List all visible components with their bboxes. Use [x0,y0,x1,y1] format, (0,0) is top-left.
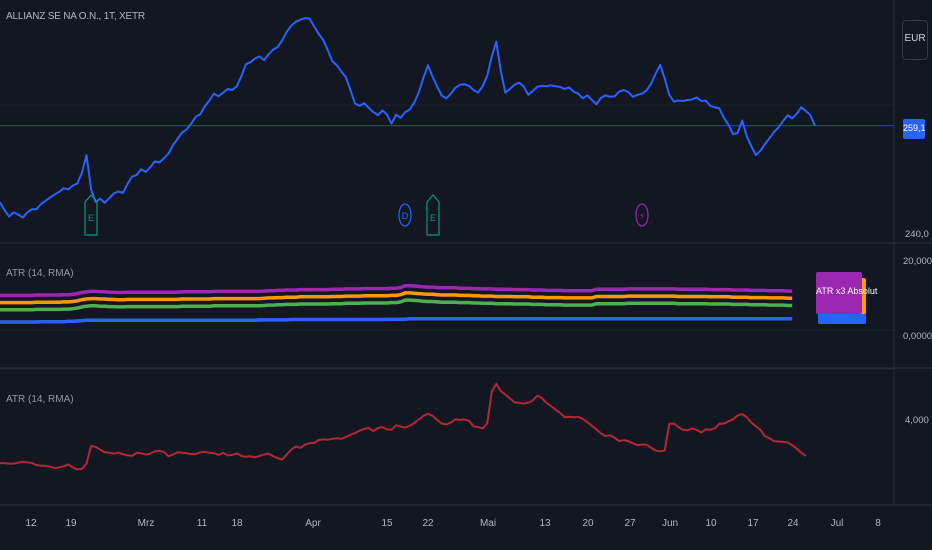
time-axis-label: Jun [661,518,679,529]
time-axis-label: 17 [747,518,759,529]
atr-value-badges: ATR x3 Absolut [816,272,878,324]
time-axis-label: Jul [830,518,844,529]
time-axis-label: 15 [381,518,393,529]
svg-text:E: E [88,213,94,223]
dividend-icon[interactable]: D [398,194,412,241]
lightning-icon[interactable]: ⚡ [635,194,649,241]
currency-button-label: EUR [904,33,926,44]
time-axis-label: 12 [25,518,37,529]
time-axis-label: Mrz [137,518,155,529]
atr-band-orange-line[interactable] [0,291,793,305]
time-axis-label: 8 [875,518,881,529]
atr-bands-pane[interactable] [0,283,793,324]
atr-bands-axis-top: 20,000 [903,256,932,267]
symbol-label[interactable]: ALLIANZ SE NA O.N., 1T, XETR [6,11,145,22]
time-axis-label: Apr [305,518,321,529]
svg-text:E: E [430,213,436,223]
time-axis-label: 18 [231,518,243,529]
current-price-value: 259,1 [903,123,926,133]
time-axis-label: Mai [479,518,497,529]
earnings-icon[interactable]: E [84,194,98,241]
time-axis-label: 11 [196,518,208,529]
atr-band-green-line[interactable] [0,298,793,312]
atr-series-line[interactable] [0,382,807,471]
currency-button[interactable]: EUR [902,20,928,60]
time-axis-label: 13 [539,518,551,529]
price-pane[interactable] [0,17,894,219]
gridlines [0,0,932,506]
current-price-tag: 259,1 [903,119,926,139]
price-series-line[interactable] [0,17,816,219]
price-axis-tick: 240,0 [905,229,929,240]
earnings-icon[interactable]: E [425,194,440,241]
svg-text:⚡: ⚡ [639,212,645,222]
atr-pane[interactable] [0,382,807,471]
time-axis-label: 10 [705,518,717,529]
svg-text:D: D [402,212,409,222]
atr-band-purple-line[interactable] [0,283,793,298]
atr-axis-mid: 4,000 [905,415,929,426]
time-axis-label: 20 [582,518,594,529]
atr-pane-label[interactable]: ATR (14, RMA) [6,394,74,405]
atr-band-blue-line[interactable] [0,317,793,324]
time-axis-label: 24 [787,518,799,529]
atr-bands-axis-low: 0,0000 [903,331,932,342]
atr-badge-purple: ATR x3 Absolut [816,272,878,314]
atr-badge-label: ATR x3 Absolut [816,286,878,296]
time-axis-label: 22 [422,518,434,529]
time-axis-label: 27 [624,518,636,529]
time-axis-label: 19 [65,518,77,529]
atr-bands-pane-label[interactable]: ATR (14, RMA) [6,268,74,279]
